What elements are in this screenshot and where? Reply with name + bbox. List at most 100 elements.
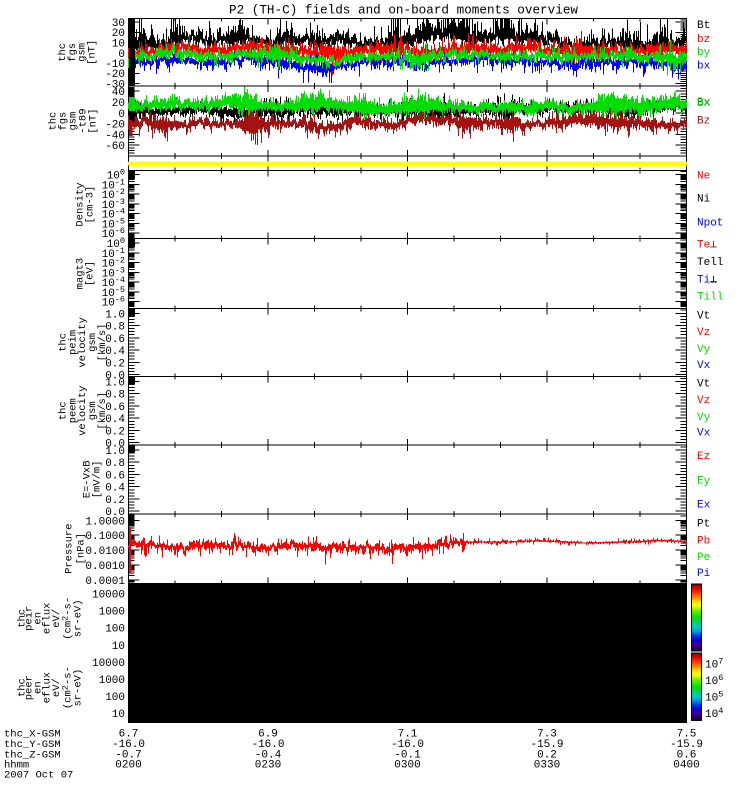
svg-text:-20: -20	[105, 120, 125, 132]
svg-text:-40: -40	[105, 130, 125, 142]
svg-text:10: 10	[112, 641, 125, 653]
svg-text:bx: bx	[697, 61, 711, 73]
svg-text:0230: 0230	[255, 760, 281, 772]
svg-text:(cm2-s-: (cm2-s-	[61, 666, 75, 709]
svg-text:[km/s]: [km/s]	[97, 324, 109, 362]
svg-text:en: en	[33, 612, 45, 625]
svg-text:Te: Te	[697, 240, 710, 252]
svg-text:-16.0: -16.0	[112, 739, 145, 751]
svg-text:-20: -20	[105, 69, 125, 81]
svg-text:[nT]: [nT]	[88, 108, 100, 133]
svg-text:[mV/m]: [mV/m]	[92, 460, 104, 498]
svg-text:Pe: Pe	[697, 552, 710, 564]
svg-text:0.6: 0.6	[105, 471, 125, 483]
svg-text:Pb: Pb	[697, 535, 710, 547]
svg-text:0.0010: 0.0010	[85, 561, 125, 573]
svg-text:bz: bz	[697, 34, 710, 46]
svg-text:0.4: 0.4	[105, 414, 125, 426]
svg-text:0.2: 0.2	[105, 427, 125, 439]
svg-text:-0.1: -0.1	[394, 750, 421, 762]
svg-text:Pressure: Pressure	[64, 523, 76, 573]
svg-text:7.1: 7.1	[398, 729, 418, 741]
svg-text:gsm: gsm	[77, 43, 89, 62]
svg-text:Bz: Bz	[697, 116, 710, 128]
svg-text:0.2: 0.2	[105, 495, 125, 507]
svg-text:0200: 0200	[115, 760, 141, 772]
svg-text:0: 0	[118, 49, 125, 61]
svg-text:7.3: 7.3	[537, 729, 557, 741]
svg-text:-10: -10	[105, 59, 125, 71]
svg-text:eV/: eV/	[51, 678, 63, 697]
svg-text:-60: -60	[105, 141, 125, 153]
svg-text:Ne: Ne	[697, 170, 710, 182]
svg-text:100: 100	[105, 624, 125, 636]
svg-text:Tell: Tell	[697, 257, 723, 269]
svg-text:10: 10	[112, 709, 125, 721]
svg-text:gsm: gsm	[68, 112, 80, 131]
svg-text:hhmm: hhmm	[4, 760, 29, 772]
svg-text:Pi: Pi	[697, 568, 711, 580]
svg-text:0: 0	[118, 109, 125, 121]
svg-text:30: 30	[112, 18, 125, 30]
svg-text:thc: thc	[57, 43, 69, 62]
svg-text:fgs: fgs	[67, 43, 79, 62]
svg-text:velocity: velocity	[77, 386, 89, 436]
svg-text:thc_Z-GSM: thc_Z-GSM	[4, 750, 61, 762]
svg-text:0.0001: 0.0001	[85, 576, 125, 588]
svg-text:10000: 10000	[92, 658, 125, 670]
svg-text:0330: 0330	[534, 760, 560, 772]
svg-text:10000: 10000	[92, 590, 125, 602]
svg-text:40: 40	[112, 87, 125, 99]
svg-text:thc_X-GSM: thc_X-GSM	[4, 729, 61, 741]
svg-text:fgs: fgs	[58, 112, 70, 131]
svg-text:gsm: gsm	[87, 401, 99, 420]
svg-text:-15.9: -15.9	[670, 739, 703, 751]
svg-text:-16.0: -16.0	[391, 739, 424, 751]
svg-text:1.0000: 1.0000	[85, 516, 125, 528]
svg-text:-30: -30	[105, 80, 125, 92]
svg-text:Bx: Bx	[697, 98, 711, 110]
svg-text:peir: peir	[24, 606, 36, 631]
svg-text:(cm2-s-: (cm2-s-	[61, 597, 75, 640]
svg-text:Vz: Vz	[697, 395, 710, 407]
svg-text:E=-VxB: E=-VxB	[82, 460, 94, 498]
svg-text:sr-eV): sr-eV)	[73, 669, 85, 707]
svg-text:6.7: 6.7	[119, 729, 139, 741]
svg-text:sr-eV): sr-eV)	[73, 599, 85, 637]
svg-text:0300: 0300	[394, 760, 420, 772]
svg-text:eflux: eflux	[42, 672, 54, 704]
svg-text:7.5: 7.5	[677, 729, 697, 741]
svg-text:[nT]: [nT]	[87, 40, 99, 65]
svg-text:peer: peer	[24, 675, 36, 700]
svg-text:0.1000: 0.1000	[85, 531, 125, 543]
svg-text:0.8: 0.8	[105, 390, 125, 402]
svg-text:thc: thc	[58, 401, 70, 420]
svg-text:Ni: Ni	[697, 194, 711, 206]
svg-text:eflux: eflux	[42, 603, 54, 635]
svg-text:peim: peim	[68, 330, 80, 355]
svg-text:en: en	[33, 681, 45, 694]
svg-text:0400: 0400	[673, 760, 699, 772]
svg-text:Pt: Pt	[697, 518, 710, 530]
svg-text:Ti: Ti	[697, 274, 711, 286]
svg-text:Bx: Bx	[697, 97, 711, 109]
svg-text:1000: 1000	[99, 607, 125, 619]
svg-text:[km/s]: [km/s]	[97, 392, 109, 430]
svg-text:peem: peem	[68, 398, 80, 423]
svg-text:-t89: -t89	[78, 108, 90, 133]
svg-text:Vz: Vz	[697, 327, 710, 339]
svg-text:[nPa]: [nPa]	[76, 533, 88, 565]
svg-text:0.0: 0.0	[105, 507, 125, 519]
svg-text:Npot: Npot	[697, 217, 723, 229]
svg-text:6.9: 6.9	[258, 729, 278, 741]
svg-text:by: by	[697, 47, 711, 59]
svg-text:Density: Density	[75, 182, 87, 226]
svg-text:-15.9: -15.9	[530, 739, 563, 751]
svg-text:Vt: Vt	[697, 378, 710, 390]
svg-text:[cm-3]: [cm-3]	[85, 186, 97, 224]
svg-text:Ey: Ey	[697, 475, 711, 487]
svg-text:thc_Y-GSM: thc_Y-GSM	[4, 739, 61, 751]
svg-text:0.4: 0.4	[105, 483, 125, 495]
svg-text:0.2: 0.2	[537, 750, 557, 762]
svg-text:1000: 1000	[99, 675, 125, 687]
